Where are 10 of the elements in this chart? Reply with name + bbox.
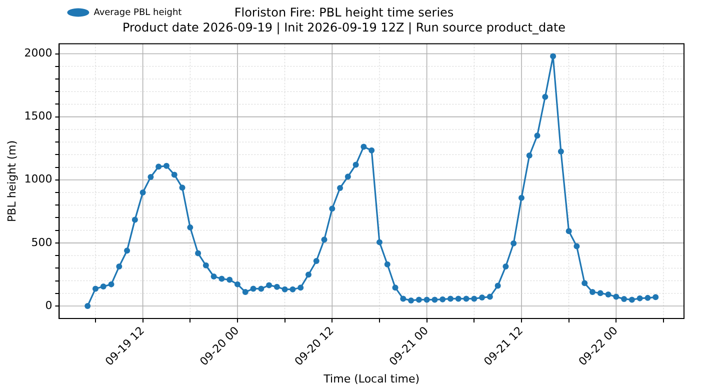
y-tick-label: 0 [45,298,52,312]
chart-title: Floriston Fire: PBL height time series [234,5,454,20]
y-tick-label: 500 [31,236,52,249]
y-tick-label: 1000 [24,172,52,186]
y-axis-title: PBL height (m) [5,140,18,222]
y-tick-label: 2000 [24,46,52,60]
y-tick-label: 1500 [24,110,52,123]
legend-label: Average PBL height [94,8,182,18]
x-axis-title: Time (Local time) [322,372,420,386]
chart-subtitle: Product date 2026-09-19 | Init 2026-09-19 12Z | Run source product_date [122,20,566,35]
